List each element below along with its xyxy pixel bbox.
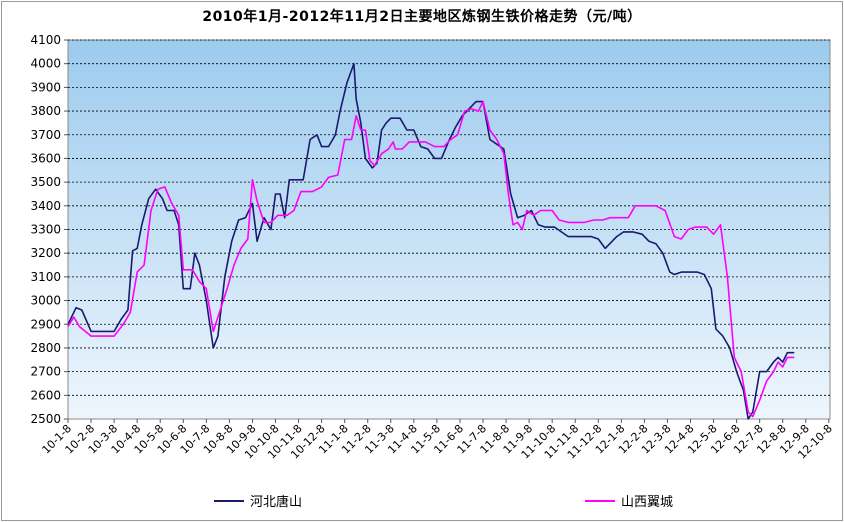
y-tick-label: 3900 — [30, 80, 61, 94]
y-tick-label: 3800 — [30, 104, 61, 118]
legend-item-series-2: 山西翼城 — [585, 491, 673, 510]
series-line-1 — [67, 62, 795, 420]
y-axis: 2500 2600 2700 2800 2900 3000 3100 3200 3300 3400… — [30, 33, 68, 426]
legend-swatch-1 — [214, 499, 244, 502]
legend-item-series-1: 河北唐山 — [214, 491, 302, 510]
grid-lines — [68, 39, 830, 396]
legend-label-2: 山西翼城 — [621, 495, 674, 510]
y-tick-label: 3300 — [30, 223, 61, 237]
y-tick-label: 2600 — [30, 388, 61, 402]
y-tick-label: 4000 — [30, 57, 61, 71]
y-tick-label: 3000 — [30, 294, 61, 308]
series-lines — [67, 62, 795, 420]
y-tick-label: 3700 — [30, 128, 61, 142]
y-tick-label: 3500 — [30, 175, 61, 189]
y-tick-label: 3400 — [30, 199, 61, 213]
y-tick-label: 2800 — [30, 341, 61, 355]
y-tick-label: 3200 — [30, 246, 61, 260]
series-line-2 — [67, 100, 795, 418]
y-tick-label: 3600 — [30, 151, 61, 165]
legend-swatch-2 — [585, 499, 615, 502]
y-tick-label: 2700 — [30, 365, 61, 379]
y-tick-label: 4100 — [30, 33, 61, 47]
y-tick-label: 2900 — [30, 317, 61, 331]
x-axis: 10-1-810-2-810-3-810-4-810-5-810-6-810-7… — [40, 419, 835, 461]
legend-label-1: 河北唐山 — [250, 495, 303, 510]
y-tick-label: 3100 — [30, 270, 61, 284]
y-tick-label: 2500 — [30, 412, 61, 426]
chart-title: 2010年1月-2012年11月2日主要地区炼钢生铁价格走势（元/吨） — [202, 9, 642, 25]
